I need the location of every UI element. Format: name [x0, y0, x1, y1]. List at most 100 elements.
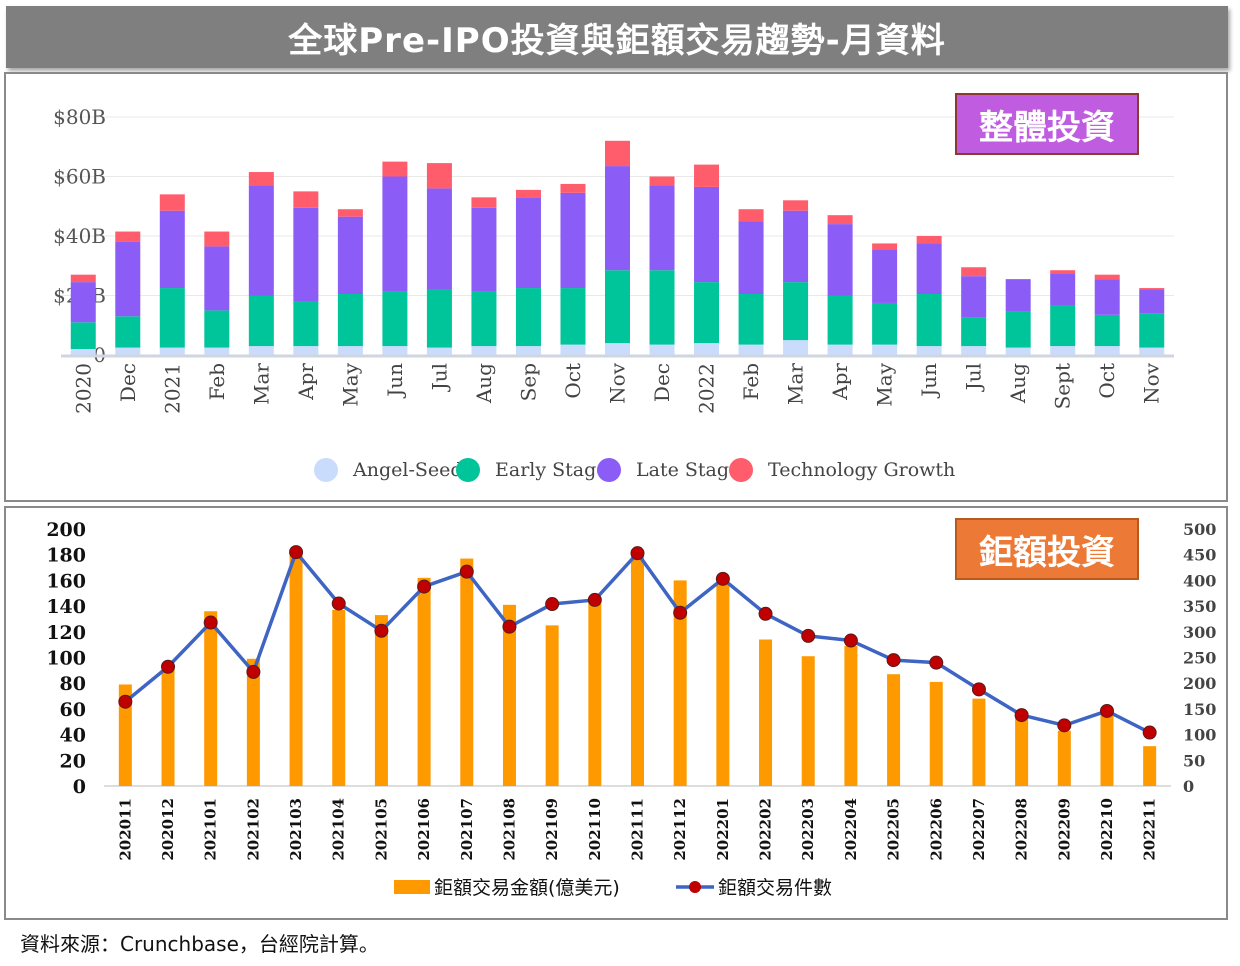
late-stage-segment [783, 210, 809, 283]
early-stage-segment [115, 316, 141, 348]
mega-amount-bar [1100, 710, 1114, 786]
early-stage-segment [560, 288, 586, 345]
mega-count-point [673, 605, 688, 620]
mega-count-point [1057, 718, 1072, 733]
early-stage-segment [783, 282, 809, 341]
x-tick-label: 202112 [671, 798, 689, 861]
y-tick-label: $40B [53, 224, 106, 248]
mega-amount-bar [1057, 730, 1071, 786]
x-tick-label: Dec [650, 363, 674, 402]
overall-investment-badge: 整體投資 [955, 93, 1139, 155]
x-tick-label: Jun [917, 363, 941, 399]
right-tick-label: 100 [1183, 726, 1216, 745]
mega-count-point [929, 655, 944, 670]
technology-growth-segment [426, 163, 452, 189]
legend-label: Late Stage [636, 459, 740, 481]
x-tick-label: 202211 [1141, 798, 1159, 861]
mega-amount-bar [716, 581, 730, 786]
technology-growth-segment [159, 194, 185, 211]
left-tick-label: 40 [60, 725, 86, 747]
late-stage-segment [827, 224, 853, 296]
x-tick-label: 202102 [244, 798, 262, 861]
angel-seed-segment [159, 347, 185, 355]
mega-count-point [331, 596, 346, 611]
x-tick-label: 202101 [202, 798, 220, 861]
late-stage-segment [70, 282, 96, 323]
x-tick-label: Feb [205, 363, 229, 400]
left-tick-label: 120 [46, 622, 86, 644]
early-stage-segment [337, 294, 363, 347]
technology-growth-segment [471, 197, 497, 208]
right-tick-label: 450 [1183, 546, 1216, 565]
technology-growth-segment [694, 164, 720, 187]
x-tick-label: Mar [784, 363, 808, 405]
late-stage-segment [515, 197, 541, 289]
early-stage-segment [961, 317, 987, 347]
x-tick-label: 202201 [714, 798, 732, 861]
angel-seed-segment [560, 344, 586, 355]
technology-growth-segment [872, 243, 898, 250]
legend-label: 鉅額交易件數 [718, 877, 832, 899]
mega-count-point [587, 592, 602, 607]
angel-seed-segment [827, 344, 853, 355]
mega-amount-bar [801, 656, 815, 786]
angel-seed-segment [649, 344, 675, 355]
late-stage-segment [115, 241, 141, 317]
technology-growth-segment [738, 209, 764, 222]
left-tick-label: 100 [46, 648, 86, 670]
right-tick-label: 300 [1183, 623, 1216, 642]
late-stage-segment [293, 207, 319, 302]
left-tick-label: 60 [60, 699, 86, 721]
x-tick-label: 202105 [372, 798, 390, 861]
late-stage-segment [471, 207, 497, 292]
x-tick-label: Nov [1140, 362, 1164, 404]
late-stage-segment [426, 188, 452, 290]
mega-count-point [374, 623, 389, 638]
x-tick-label: 202202 [757, 798, 775, 861]
y-tick-label: $80B [53, 105, 106, 129]
mega-amount-bar [246, 658, 260, 786]
early-stage-segment [694, 282, 720, 344]
early-stage-segment [827, 295, 853, 345]
legend-label: Angel-Seed [352, 459, 463, 481]
technology-growth-segment [337, 209, 363, 217]
angel-seed-segment [738, 344, 764, 355]
late-stage-segment [1139, 289, 1165, 314]
left-tick-label: 0 [73, 776, 86, 798]
angel-seed-segment [382, 346, 408, 355]
mega-amount-bar [460, 558, 474, 786]
x-tick-label: Nov [606, 362, 630, 404]
mega-amount-bar [332, 609, 346, 786]
mega-amount-bar [374, 615, 388, 786]
left-tick-label: 160 [46, 570, 86, 592]
angel-seed-segment [471, 346, 497, 355]
legend-marker [314, 458, 338, 482]
mega-count-point [630, 546, 645, 561]
mega-amount-bar [289, 554, 303, 786]
technology-growth-segment [515, 189, 541, 198]
early-stage-segment [382, 291, 408, 347]
early-stage-segment [471, 291, 497, 347]
late-stage-segment [694, 186, 720, 283]
angel-seed-segment [337, 346, 363, 355]
angel-seed-segment [515, 346, 541, 355]
mega-count-point [417, 579, 432, 594]
angel-seed-segment [1094, 346, 1120, 355]
x-tick-label: 202104 [330, 798, 348, 861]
angel-seed-segment [783, 340, 809, 355]
mega-amount-bar [417, 577, 431, 786]
overall-investment-panel: $80B$60B$40B$20B02020Dec2021FebMarAprMay… [4, 72, 1228, 502]
early-stage-segment [248, 295, 274, 347]
technology-growth-segment [293, 191, 319, 208]
legend-marker [729, 458, 753, 482]
technology-growth-segment [204, 231, 230, 247]
x-tick-label: Apr [294, 363, 318, 401]
left-tick-label: 20 [60, 750, 86, 772]
technology-growth-segment [916, 236, 942, 244]
angel-seed-segment [961, 346, 987, 355]
early-stage-segment [916, 294, 942, 347]
x-tick-label: 202203 [799, 798, 817, 861]
mega-count-point [886, 653, 901, 668]
early-stage-segment [159, 288, 185, 348]
y-tick-label: $60B [53, 165, 106, 189]
